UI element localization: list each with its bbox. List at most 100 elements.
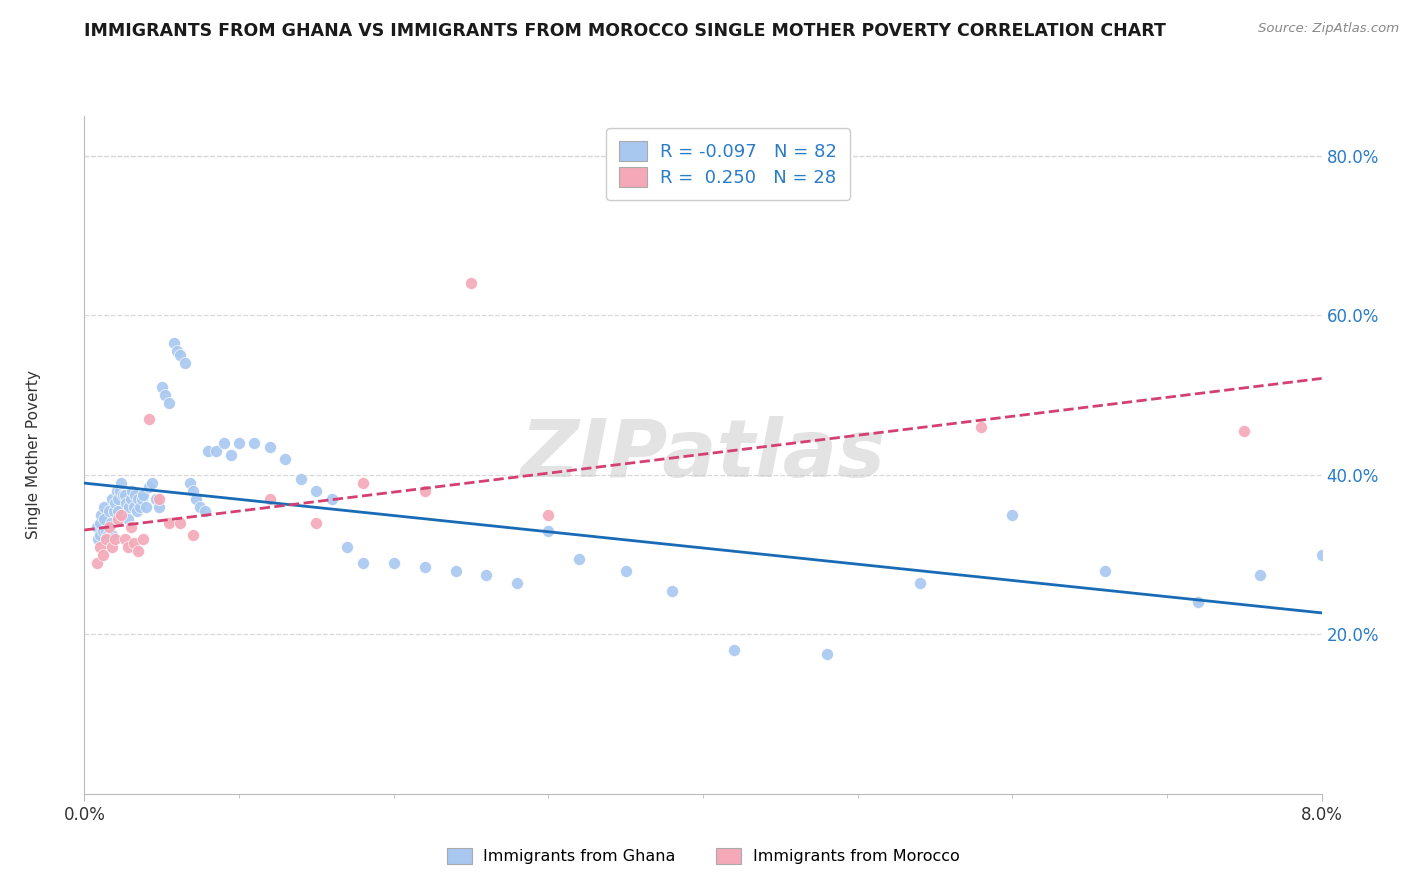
Point [98, 519, 121, 533]
Point [110, 508, 132, 522]
Point [181, 483, 204, 498]
Point [169, 516, 191, 530]
Point [104, 496, 127, 510]
Point [413, 559, 436, 574]
Point [141, 475, 163, 490]
Y-axis label: Single Mother Poverty: Single Mother Poverty [27, 370, 41, 540]
Point [125, 504, 148, 518]
Point [117, 540, 139, 554]
Point [138, 412, 160, 426]
Point [460, 277, 482, 291]
Point [475, 567, 498, 582]
Point [723, 643, 745, 657]
Legend: R = -0.097   N = 82, R =  0.250   N = 28: R = -0.097 N = 82, R = 0.250 N = 28 [606, 128, 849, 200]
Point [100, 516, 122, 530]
Point [114, 532, 136, 546]
Point [537, 524, 560, 538]
Text: Source: ZipAtlas.com: Source: ZipAtlas.com [1258, 22, 1399, 36]
Point [98, 504, 121, 518]
Point [908, 575, 931, 590]
Point [86, 519, 108, 533]
Point [94, 532, 117, 546]
Point [112, 488, 135, 502]
Point [101, 491, 124, 506]
Point [228, 436, 250, 450]
Point [274, 451, 297, 466]
Point [107, 504, 129, 518]
Point [537, 508, 560, 522]
Point [179, 475, 201, 490]
Text: IMMIGRANTS FROM GHANA VS IMMIGRANTS FROM MOROCCO SINGLE MOTHER POVERTY CORRELATI: IMMIGRANTS FROM GHANA VS IMMIGRANTS FROM… [84, 22, 1166, 40]
Point [110, 475, 132, 490]
Point [107, 512, 129, 526]
Point [89, 540, 111, 554]
Point [153, 388, 176, 402]
Point [107, 491, 129, 506]
Point [174, 356, 197, 370]
Point [382, 556, 405, 570]
Point [188, 500, 211, 514]
Point [132, 532, 155, 546]
Point [104, 532, 127, 546]
Point [305, 516, 328, 530]
Point [661, 583, 683, 598]
Point [159, 516, 180, 530]
Point [970, 420, 993, 434]
Point [1310, 548, 1333, 562]
Point [1187, 595, 1209, 609]
Point [194, 504, 217, 518]
Point [91, 548, 114, 562]
Point [184, 491, 207, 506]
Point [219, 448, 242, 462]
Point [145, 491, 167, 506]
Point [614, 564, 637, 578]
Legend: Immigrants from Ghana, Immigrants from Morocco: Immigrants from Ghana, Immigrants from M… [440, 841, 966, 871]
Point [120, 491, 142, 506]
Point [101, 527, 124, 541]
Point [413, 483, 436, 498]
Point [115, 496, 138, 510]
Point [243, 436, 266, 450]
Point [163, 336, 186, 351]
Point [352, 475, 374, 490]
Point [131, 491, 153, 506]
Point [87, 532, 110, 546]
Point [169, 348, 191, 362]
Point [205, 444, 228, 458]
Point [94, 524, 117, 538]
Point [259, 491, 281, 506]
Point [444, 564, 467, 578]
Point [132, 488, 155, 502]
Point [568, 551, 591, 566]
Point [1233, 424, 1256, 438]
Point [86, 556, 108, 570]
Point [1094, 564, 1116, 578]
Point [197, 444, 219, 458]
Point [117, 512, 139, 526]
Point [89, 527, 111, 541]
Point [127, 491, 149, 506]
Point [105, 483, 128, 498]
Point [1249, 567, 1271, 582]
Point [121, 483, 143, 498]
Point [290, 472, 312, 486]
Point [93, 512, 115, 526]
Point [127, 543, 149, 558]
Point [148, 491, 170, 506]
Point [352, 556, 374, 570]
Point [321, 491, 343, 506]
Point [159, 396, 180, 410]
Point [150, 380, 173, 394]
Point [101, 540, 124, 554]
Point [103, 504, 125, 518]
Point [96, 527, 118, 541]
Point [1001, 508, 1024, 522]
Point [120, 519, 142, 533]
Point [212, 436, 235, 450]
Point [815, 648, 838, 662]
Point [506, 575, 529, 590]
Point [259, 440, 281, 454]
Point [122, 535, 145, 549]
Point [122, 500, 145, 514]
Point [148, 500, 170, 514]
